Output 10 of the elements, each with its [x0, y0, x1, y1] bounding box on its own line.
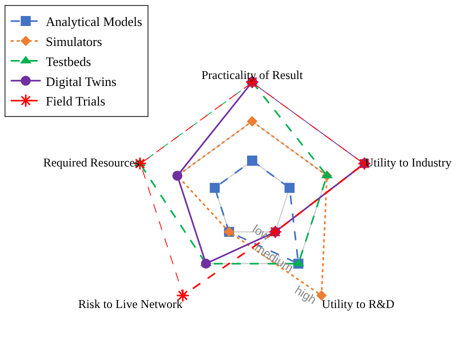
spoke-label: Risk to Live Network — [78, 297, 183, 312]
legend-label: Simulators — [46, 34, 102, 50]
spoke-label: Utility to R&D — [322, 297, 395, 312]
legend-label: Testbeds — [46, 54, 92, 69]
legend-label: Digital Twins — [46, 74, 116, 89]
legend-label: Analytical Models — [46, 14, 142, 30]
y-tick-label: high — [292, 283, 319, 307]
spoke-label: Practicality of Result — [202, 68, 304, 82]
y-tick-label: low — [250, 222, 273, 244]
legend-label: Field Trials — [46, 94, 106, 109]
